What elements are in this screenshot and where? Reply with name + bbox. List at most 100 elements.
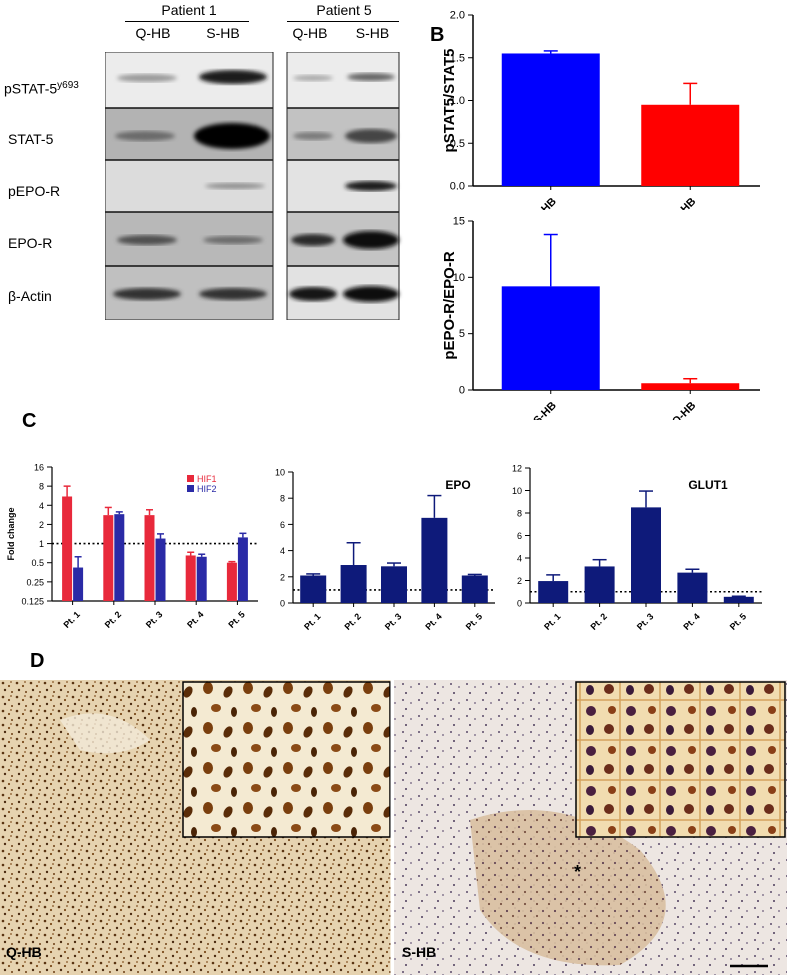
x-tick-label: Pt. 1 [302, 611, 323, 632]
bar [584, 566, 615, 603]
x-tick-label: Pt. 5 [464, 611, 485, 632]
ihc-label-shb: S-HB [402, 944, 437, 960]
y-tick-label: 10 [453, 272, 465, 284]
ihc-images [0, 680, 787, 975]
bar [381, 566, 407, 603]
y-tick-label: 1 [39, 539, 44, 549]
blot-row-label: STAT-5 [8, 131, 54, 147]
bar [641, 104, 740, 186]
y-tick-label: 4 [280, 546, 285, 556]
legend-label: HIF1 [197, 474, 217, 484]
lane-label: S-HB [355, 25, 390, 41]
y-tick-label: 1.0 [450, 95, 465, 107]
x-tick-label: Pt. 1 [61, 609, 82, 630]
y-tick-label: 6 [517, 531, 522, 541]
bar [501, 286, 600, 390]
blot-row-label: EPO-R [8, 235, 53, 251]
y-tick-label: 1.5 [450, 52, 465, 64]
y-tick-label: 10 [512, 486, 522, 496]
bar [461, 575, 488, 603]
patient1-header-rule [125, 21, 249, 22]
blot-band [199, 70, 267, 84]
y-tick-label: 0.5 [31, 558, 44, 568]
lane-label: Q-HB [135, 25, 171, 41]
blot-row-label: pEPO-R [8, 183, 61, 199]
legend-swatch [187, 475, 194, 482]
blot-band [289, 287, 337, 301]
y-tick-label: 0.0 [450, 181, 465, 193]
blot-band [343, 286, 399, 302]
blot-band [347, 73, 395, 81]
x-tick-label: Pt. 4 [185, 609, 206, 630]
lane-label: Q-HB [292, 25, 328, 41]
blot-membrane-patient1 [105, 52, 274, 320]
y-tick-label: 0.125 [21, 597, 44, 607]
y-tick-label: 0.25 [26, 577, 44, 587]
bar [631, 507, 661, 603]
y-tick-label: 2 [280, 572, 285, 582]
panel-letter-b: B [430, 24, 445, 46]
chart-hif-fold-change: 16 8 4 2 1 0.5 0.25 0.125 Pt. 1 Pt. 2 Pt. 3 Pt. 4 Pt… [6, 463, 258, 630]
bar [677, 572, 708, 603]
lane-label: S-HB [206, 25, 240, 41]
blot-band [205, 183, 265, 189]
x-tick-label: Pt. 5 [226, 609, 247, 630]
blot-image [105, 52, 400, 320]
x-tick-label: S-HB [531, 400, 559, 420]
y-tick-label: 10 [275, 468, 285, 478]
bar [340, 565, 367, 603]
y-tick-label: 4 [517, 554, 522, 564]
blot-row-label: β-Actin [8, 288, 52, 304]
legend-label: HIF2 [197, 484, 217, 494]
y-tick-label: 8 [39, 482, 44, 492]
bar [155, 538, 166, 601]
blot-band [117, 235, 177, 245]
chart-glut1: 0 2 4 6 8 10 12 Pt. 1 Pt. 2 Pt. 3 Pt. 4 Pt. 5 GLUT1 [512, 464, 762, 632]
blot-row-label: pSTAT-5y693 [4, 80, 79, 97]
blot-membrane-patient5 [286, 52, 400, 320]
bar [641, 383, 740, 390]
blot-band [293, 132, 333, 140]
blot-band [203, 236, 263, 244]
y-tick-label: 4 [39, 501, 44, 511]
y-axis-label: pEPO-R/EPO-R [441, 251, 458, 360]
blot-band [199, 288, 267, 300]
y-tick-label: 5 [459, 328, 465, 340]
bar [73, 567, 84, 601]
blot-band [293, 75, 333, 81]
blot-band [345, 129, 397, 143]
y-tick-label: 2.0 [450, 10, 465, 22]
x-tick-label: Pt. 1 [542, 611, 563, 632]
bar [185, 555, 196, 601]
patient5-header-rule [287, 21, 399, 22]
x-tick-label: Q-HB [670, 400, 698, 420]
ihc-qhb-inset [182, 681, 391, 838]
blot-band [345, 181, 397, 191]
x-tick-label: Pt. 5 [728, 611, 749, 632]
x-tick-label: Pt. 4 [423, 611, 444, 632]
y-axis-label: pSTAT5/STAT5 [441, 49, 458, 153]
blot-band [343, 231, 399, 249]
chart-title: EPO [445, 478, 470, 492]
y-tick-label: 0 [280, 599, 285, 609]
y-tick-label: 16 [34, 463, 44, 473]
panel-letter-d: D [30, 650, 45, 672]
y-tick-label: 0 [517, 599, 522, 609]
bar [421, 517, 448, 603]
blot-band [291, 234, 335, 246]
bar [300, 575, 327, 603]
chart-pepor-ratio: 0 5 10 15 S-HB Q-HB pEPO-R/EPO-R [441, 216, 760, 420]
x-tick-label: Pt. 2 [103, 609, 124, 630]
y-tick-label: 15 [453, 216, 465, 228]
x-tick-label: Pt. 2 [342, 611, 363, 632]
bar [538, 581, 569, 603]
blot-band [113, 288, 181, 300]
panel-letter-c: C [22, 410, 37, 432]
bar [226, 562, 237, 601]
y-tick-label: 2 [517, 576, 522, 586]
chart-title: GLUT1 [688, 478, 728, 492]
y-axis-label: Fold change [6, 507, 16, 560]
y-tick-label: 2 [39, 520, 44, 530]
blot-band [115, 131, 175, 141]
